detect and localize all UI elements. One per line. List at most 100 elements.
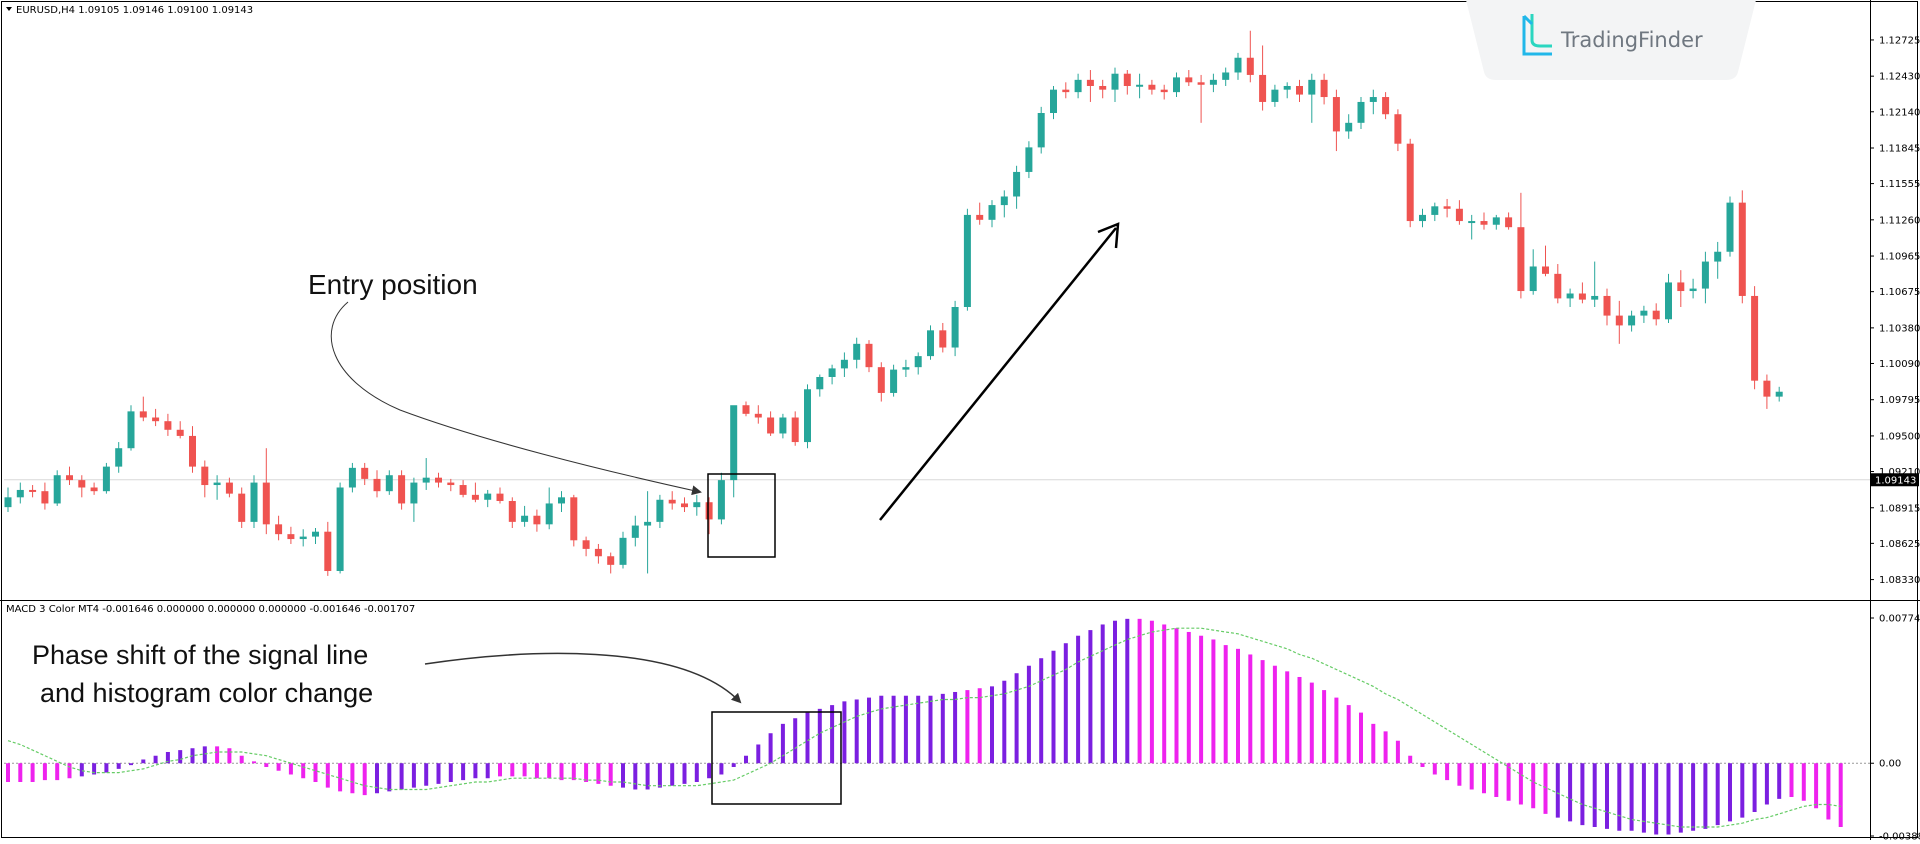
symbol-dropdown-icon[interactable] xyxy=(6,7,12,11)
candle-body xyxy=(1615,315,1623,326)
price-tick-label: 1.10380 xyxy=(1879,323,1920,334)
candle-body xyxy=(4,497,12,508)
macd-histogram-bar xyxy=(633,763,638,790)
candle xyxy=(1738,190,1746,304)
candle xyxy=(533,509,541,532)
macd-histogram-bar xyxy=(1568,763,1573,822)
candle xyxy=(1419,208,1426,228)
candle xyxy=(914,352,922,375)
candle xyxy=(853,337,861,369)
candle xyxy=(238,487,246,529)
candle-body xyxy=(1714,251,1722,262)
candle xyxy=(1259,45,1267,111)
candle-body xyxy=(1308,79,1316,95)
candle xyxy=(1271,84,1279,107)
candle xyxy=(791,411,799,446)
candle-body xyxy=(1455,208,1463,222)
phase-annotation-line2: and histogram color change xyxy=(40,678,373,708)
candle-body xyxy=(988,205,996,220)
candle xyxy=(361,462,369,486)
current-price-badge xyxy=(1871,473,1919,487)
macd-histogram-bar xyxy=(30,763,35,782)
macd-histogram-bar xyxy=(1100,624,1105,764)
candle-body xyxy=(1136,84,1144,87)
macd-histogram-bar xyxy=(338,763,343,792)
macd-histogram-bar xyxy=(301,763,306,779)
macd-histogram-bar xyxy=(1063,643,1068,764)
candle-body xyxy=(385,475,393,492)
candle-body xyxy=(558,497,565,504)
candle xyxy=(1357,97,1365,129)
macd-histogram-bar xyxy=(903,695,908,764)
macd-histogram-bar xyxy=(682,763,687,784)
candle xyxy=(1640,305,1648,323)
candle xyxy=(840,352,848,377)
phase-annotation-arrow xyxy=(424,652,742,704)
macd-histogram-bar xyxy=(92,763,97,775)
macd-histogram-bar xyxy=(1236,648,1240,764)
macd-histogram-bar xyxy=(1678,763,1683,833)
macd-histogram-bar xyxy=(977,688,982,764)
candle xyxy=(1677,270,1685,307)
macd-histogram-bar xyxy=(153,755,158,764)
candle-body xyxy=(668,499,676,504)
candle-body xyxy=(373,478,381,492)
macd-histogram-bar xyxy=(645,763,650,790)
macd-histogram-bar xyxy=(1789,763,1794,797)
candle-body xyxy=(1345,122,1353,132)
macd-histogram-bar xyxy=(239,755,244,764)
candle xyxy=(1246,30,1254,83)
candle xyxy=(4,487,12,513)
candle xyxy=(1320,73,1328,105)
macd-histogram-bar xyxy=(1174,628,1179,764)
candle-body xyxy=(1222,72,1230,80)
macd-histogram-bar xyxy=(1629,763,1634,831)
candle xyxy=(1431,202,1439,222)
candle xyxy=(558,491,565,513)
macd-histogram-bar xyxy=(129,763,133,766)
candle xyxy=(1578,282,1586,304)
candle-body xyxy=(1296,85,1303,95)
candle xyxy=(1652,303,1660,326)
candle xyxy=(1062,82,1070,99)
candle-body xyxy=(951,307,959,348)
macd-histogram-bar xyxy=(1039,658,1044,764)
macd-histogram-bar xyxy=(1752,763,1757,812)
macd-histogram-bar xyxy=(1149,620,1154,764)
tradingfinder-logo-icon xyxy=(1522,14,1552,56)
candle xyxy=(1505,212,1513,230)
macd-histogram-bar xyxy=(780,723,785,764)
macd-histogram-bar xyxy=(1801,763,1806,801)
candle-body xyxy=(619,537,627,565)
price-tick-label: 1.11555 xyxy=(1879,179,1920,190)
candle xyxy=(1074,73,1082,99)
candle xyxy=(1037,106,1045,154)
candle-body xyxy=(1628,315,1636,326)
candle xyxy=(767,411,775,436)
candle xyxy=(656,494,664,529)
macd-histogram-bar xyxy=(1580,763,1585,826)
candle-body xyxy=(447,482,455,486)
price-tick-label: 1.08915 xyxy=(1879,503,1920,514)
macd-histogram-bar xyxy=(1728,763,1732,822)
candle xyxy=(1665,273,1672,323)
candle xyxy=(1591,261,1599,307)
candle xyxy=(1751,286,1759,390)
candle-body xyxy=(742,405,750,414)
macd-histogram-bar xyxy=(879,695,884,764)
candle xyxy=(1148,79,1156,95)
candle xyxy=(1369,89,1377,115)
macd-histogram-bar xyxy=(1395,740,1400,764)
candle xyxy=(594,543,602,564)
candle xyxy=(1050,85,1057,120)
macd-histogram-bar xyxy=(399,763,404,790)
macd-histogram-bar xyxy=(842,701,847,764)
candle-body xyxy=(705,502,713,520)
candle xyxy=(16,482,24,504)
macd-histogram-bar xyxy=(276,763,281,771)
candle-body xyxy=(1369,97,1377,102)
candle xyxy=(127,405,135,451)
candle xyxy=(1603,288,1611,326)
candle-body xyxy=(1185,77,1193,83)
candle-body xyxy=(1505,217,1513,228)
